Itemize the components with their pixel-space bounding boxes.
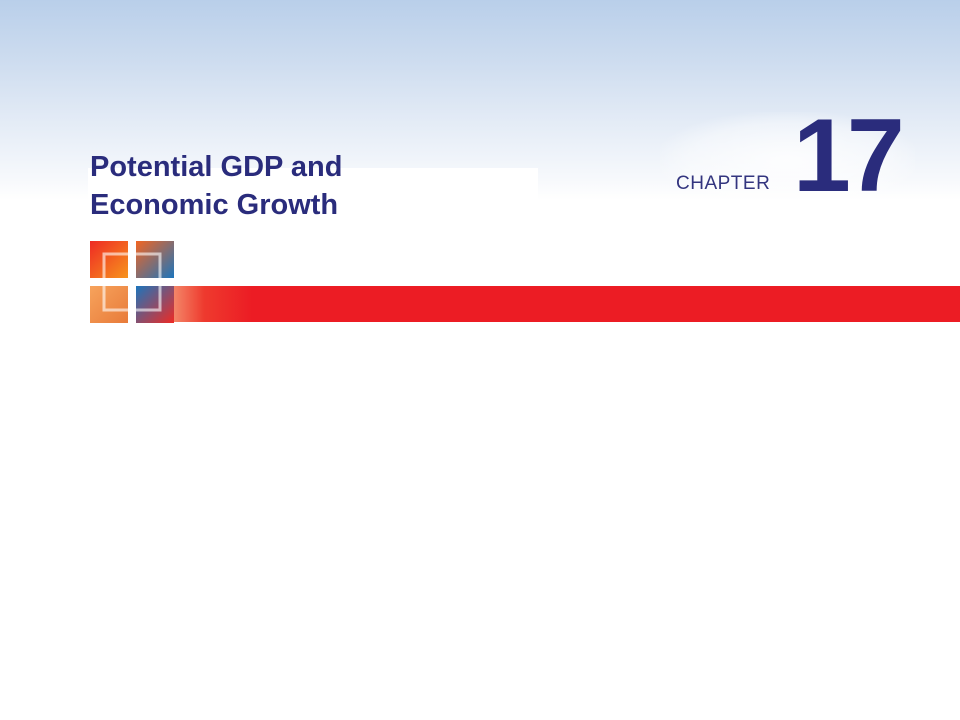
- slide-title-line-2: Economic Growth: [90, 189, 339, 221]
- slide-title-line-1: Potential GDP and: [90, 151, 343, 183]
- logo-quadrant-top-left: [90, 241, 128, 278]
- logo-quadrant-bottom-left: [90, 286, 128, 323]
- title-backdrop: [88, 168, 538, 234]
- chapter-glow: [660, 112, 915, 208]
- slide-title: Potential GDP and Economic Growth: [90, 148, 342, 224]
- chapter-label: CHAPTER: [676, 173, 771, 194]
- chapter-number: 17: [793, 98, 905, 214]
- accent-bar: [156, 286, 960, 322]
- logo-quadrant-bottom-right: [136, 286, 174, 323]
- square-cross-logo-icon: [90, 241, 174, 323]
- logo-quadrant-top-right: [136, 241, 174, 278]
- logo-cross-vertical: [128, 241, 136, 323]
